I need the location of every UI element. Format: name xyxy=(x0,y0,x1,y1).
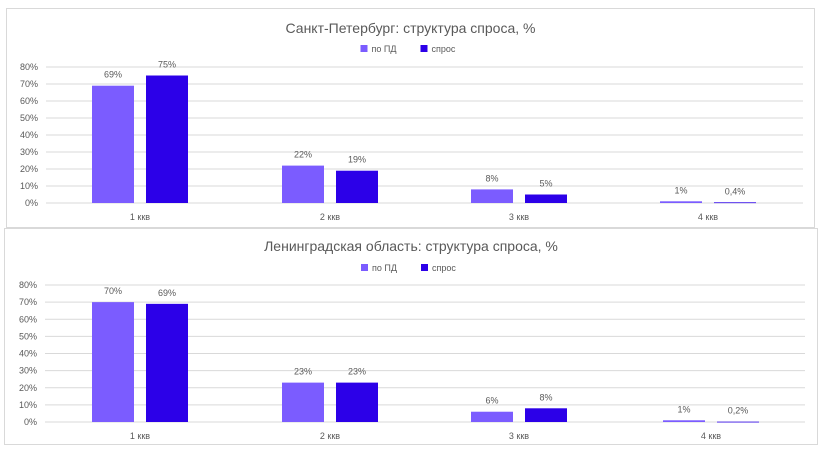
y-tick-label: 80% xyxy=(20,62,38,72)
x-category-label: 4 ккв xyxy=(701,431,721,441)
y-tick-label: 0% xyxy=(24,417,37,427)
data-label: 6% xyxy=(485,396,498,406)
x-category-label: 2 ккв xyxy=(320,212,340,222)
y-tick-label: 60% xyxy=(19,314,37,324)
x-category-label: 3 ккв xyxy=(509,431,529,441)
y-tick-label: 80% xyxy=(19,280,37,290)
y-tick-label: 50% xyxy=(19,331,37,341)
legend-swatch xyxy=(360,45,368,52)
y-tick-label: 10% xyxy=(20,181,38,191)
legend-label: спрос xyxy=(432,44,456,54)
legend-swatch xyxy=(420,45,428,52)
bar xyxy=(282,165,324,203)
bar xyxy=(282,382,324,422)
data-label: 69% xyxy=(158,288,176,298)
y-tick-label: 10% xyxy=(19,400,37,410)
chart-svg: Ленинградская область: структура спроса,… xyxy=(19,238,805,441)
bar xyxy=(525,408,567,422)
bar xyxy=(92,302,134,422)
y-tick-label: 20% xyxy=(19,383,37,393)
y-tick-label: 40% xyxy=(20,130,38,140)
bar xyxy=(336,170,378,203)
data-label: 8% xyxy=(485,173,498,183)
legend-swatch xyxy=(361,264,368,271)
x-category-label: 3 ккв xyxy=(509,212,529,222)
bar xyxy=(663,420,705,422)
y-tick-label: 60% xyxy=(20,96,38,106)
legend-swatch xyxy=(421,264,428,271)
legend-label: по ПД xyxy=(372,44,397,54)
legend-label: по ПД xyxy=(372,263,397,273)
y-tick-label: 40% xyxy=(19,349,37,359)
y-tick-label: 70% xyxy=(19,297,37,307)
chart-spb: Санкт-Петербург: структура спроса, % по П… xyxy=(6,8,815,228)
x-category-label: 4 ккв xyxy=(698,212,718,222)
data-label: 23% xyxy=(294,367,312,377)
data-label: 5% xyxy=(539,179,552,189)
bar xyxy=(471,189,513,203)
data-label: 23% xyxy=(348,367,366,377)
bar xyxy=(146,303,188,422)
y-tick-label: 0% xyxy=(25,198,38,208)
legend-label: спрос xyxy=(432,263,456,273)
bar xyxy=(146,75,188,203)
chart-title: Ленинградская область: структура спроса,… xyxy=(264,238,558,254)
x-category-label: 1 ккв xyxy=(130,431,150,441)
data-label: 70% xyxy=(104,286,122,296)
data-label: 69% xyxy=(104,70,122,80)
chart-svg: Санкт-Петербург: структура спроса, % по П… xyxy=(20,20,803,222)
data-label: 22% xyxy=(294,150,312,160)
bar xyxy=(336,382,378,422)
y-tick-label: 50% xyxy=(20,113,38,123)
chart-leningrad-oblast: Ленинградская область: структура спроса,… xyxy=(4,228,818,445)
y-tick-label: 20% xyxy=(20,164,38,174)
bar xyxy=(525,194,567,203)
data-label: 19% xyxy=(348,155,366,165)
data-label: 75% xyxy=(158,60,176,70)
data-label: 8% xyxy=(539,392,552,402)
y-tick-label: 30% xyxy=(19,366,37,376)
bar xyxy=(471,411,513,422)
bar xyxy=(660,201,702,203)
bar xyxy=(92,85,134,203)
data-label: 0,2% xyxy=(728,406,749,416)
y-tick-label: 70% xyxy=(20,79,38,89)
bar xyxy=(717,421,759,423)
y-tick-label: 30% xyxy=(20,147,38,157)
data-label: 0,4% xyxy=(725,186,746,196)
x-category-label: 1 ккв xyxy=(130,212,150,222)
data-label: 1% xyxy=(674,185,687,195)
bar xyxy=(714,202,756,204)
chart-title: Санкт-Петербург: структура спроса, % xyxy=(286,20,536,36)
x-category-label: 2 ккв xyxy=(320,431,340,441)
data-label: 1% xyxy=(677,404,690,414)
